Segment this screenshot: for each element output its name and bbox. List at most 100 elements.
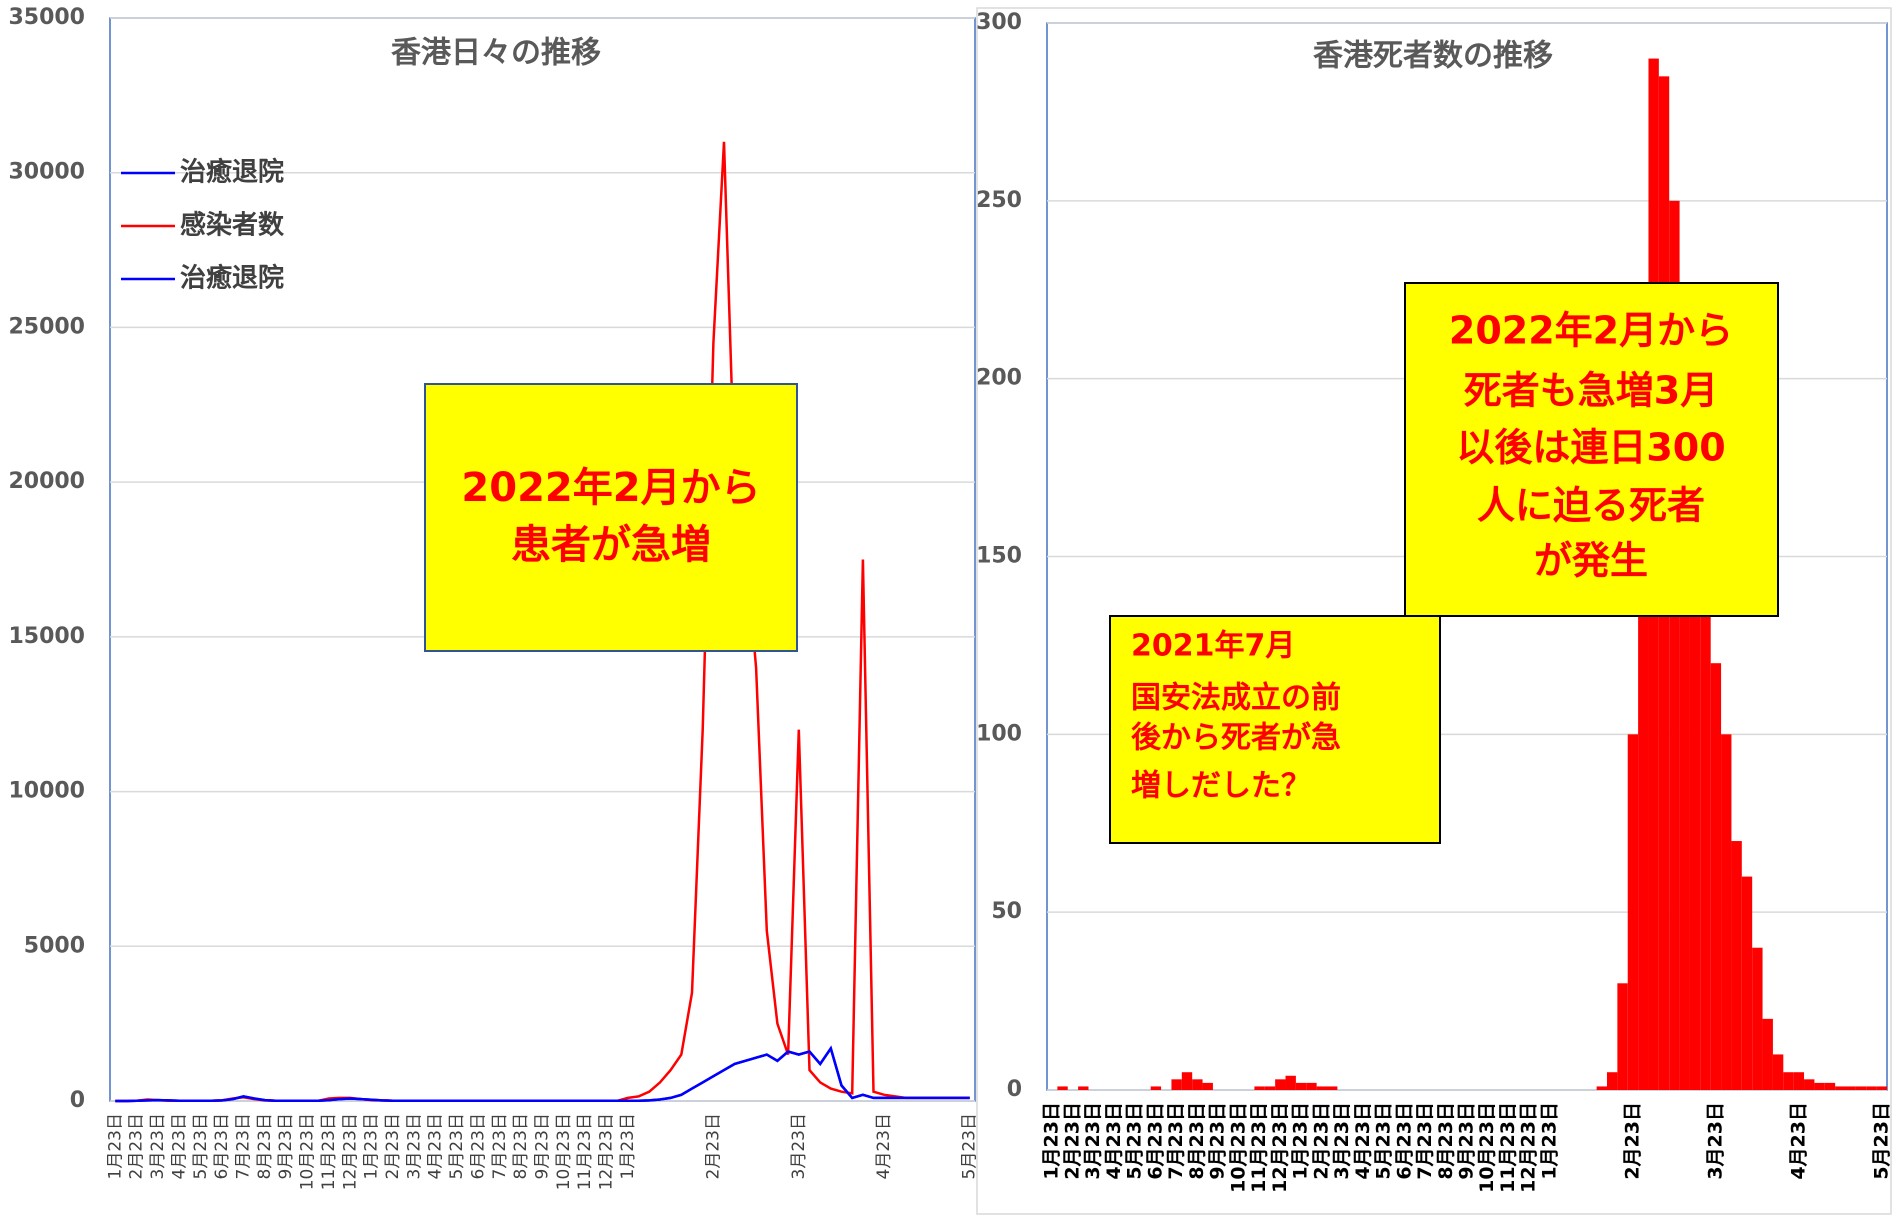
bar [1202, 1082, 1213, 1090]
x-tick-label: 10月23日 [554, 1113, 574, 1190]
x-tick-label: 9月23日 [1207, 1102, 1229, 1180]
x-tick-label: 2月23日 [1061, 1102, 1083, 1180]
y-tick-label: 10000 [8, 779, 85, 804]
x-tick-label: 9月23日 [276, 1113, 296, 1179]
x-tick-label: 3月23日 [1331, 1102, 1353, 1180]
x-tick-label: 2月23日 [127, 1113, 147, 1179]
bar [1181, 1072, 1193, 1090]
annotation-text: が発生 [1534, 539, 1648, 583]
y-tick-label: 5000 [24, 933, 85, 958]
bar [1752, 947, 1763, 1090]
bar [1741, 876, 1753, 1090]
bar [1607, 1072, 1618, 1090]
bar [1721, 734, 1732, 1090]
bar [1731, 841, 1742, 1090]
x-tick-label: 12月23日 [1269, 1102, 1291, 1193]
x-tick-label: 9月23日 [533, 1113, 553, 1179]
annotation-text: 人に迫る死者 [1477, 484, 1705, 528]
x-tick-label: 11月23日 [575, 1113, 595, 1190]
y-tick-label: 25000 [8, 314, 85, 339]
bar [1192, 1079, 1203, 1090]
y-tick-label: 200 [976, 366, 1022, 391]
y-tick-label: 300 [976, 10, 1022, 35]
y-tick-label: 15000 [8, 624, 85, 649]
x-tick-label: 12月23日 [1518, 1102, 1540, 1193]
x-tick-label: 11月23日 [1248, 1102, 1270, 1193]
bar [1171, 1079, 1182, 1090]
legend-label: 治癒退院 [180, 157, 284, 188]
x-tick-label: 10月23日 [1476, 1102, 1498, 1193]
annotation-text: 2022年2月から [1449, 309, 1733, 353]
y-tick-label: 100 [976, 721, 1022, 746]
bar [1679, 307, 1690, 1090]
bar [1710, 663, 1722, 1090]
y-tick-label: 150 [976, 544, 1022, 569]
bar [1762, 1018, 1773, 1090]
bar [1306, 1082, 1317, 1090]
x-tick-label: 7月23日 [490, 1113, 510, 1179]
bar [1327, 1086, 1338, 1090]
x-tick-label: 8月23日 [1435, 1102, 1457, 1180]
bar [1845, 1086, 1856, 1090]
annotation-box [1404, 282, 1779, 617]
legend-label: 感染者数 [180, 211, 285, 241]
x-tick-label: 5月23日 [447, 1113, 467, 1179]
right-frame [976, 7, 1892, 1215]
bar [1814, 1082, 1825, 1090]
x-tick-label: 5月23日 [191, 1113, 211, 1179]
y-tick-label: 0 [1007, 1077, 1022, 1102]
x-tick-label: 5月23日 [960, 1113, 980, 1179]
annotation-text: 2022年2月から [461, 465, 760, 511]
y-tick-label: 0 [70, 1088, 85, 1113]
x-tick-label: 3月23日 [1082, 1102, 1104, 1180]
series-line [115, 1045, 970, 1103]
bar [1876, 1086, 1887, 1090]
x-tick-label: 3月23日 [789, 1113, 809, 1179]
bar [1150, 1086, 1162, 1090]
x-tick-label: 2月23日 [1621, 1102, 1643, 1180]
x-tick-label: 6月23日 [212, 1113, 232, 1179]
x-tick-label: 2月23日 [703, 1113, 723, 1179]
x-tick-label: 12月23日 [340, 1113, 360, 1190]
y-tick-label: 20000 [8, 469, 85, 494]
bar [1275, 1079, 1286, 1090]
x-tick-label: 10月23日 [298, 1113, 318, 1190]
x-tick-label: 7月23日 [233, 1113, 253, 1179]
bar [1078, 1086, 1089, 1090]
bar [1783, 1072, 1794, 1090]
bar [1866, 1086, 1877, 1090]
bar [1669, 200, 1680, 1091]
x-tick-label: 6月23日 [1144, 1102, 1166, 1180]
chart-title: 香港死者数の推移 [1313, 39, 1553, 74]
bar [1700, 556, 1711, 1090]
bar [1295, 1082, 1307, 1090]
annotation-text: 2021年7月 [1131, 629, 1295, 664]
bar [1793, 1072, 1805, 1090]
x-tick-label: 12月23日 [597, 1113, 617, 1190]
x-tick-label: 5月23日 [1124, 1102, 1146, 1180]
bar [1689, 449, 1701, 1090]
x-tick-label: 5月23日 [1373, 1102, 1395, 1180]
bar [1254, 1086, 1265, 1090]
bar [1285, 1075, 1296, 1090]
x-tick-label: 8月23日 [1186, 1102, 1208, 1180]
x-tick-label: 1月23日 [1041, 1102, 1063, 1180]
x-tick-label: 1月23日 [1290, 1102, 1312, 1180]
y-tick-label: 50 [991, 899, 1022, 924]
x-tick-label: 2月23日 [1310, 1102, 1332, 1180]
x-tick-label: 4月23日 [1787, 1102, 1809, 1180]
x-tick-label: 4月23日 [426, 1113, 446, 1179]
annotation-text: 国安法成立の前 [1131, 681, 1341, 716]
y-tick-label: 250 [976, 188, 1022, 213]
bar [1627, 734, 1639, 1090]
y-tick-label: 30000 [8, 160, 85, 185]
x-tick-label: 4月23日 [1103, 1102, 1125, 1180]
x-tick-label: 8月23日 [511, 1113, 531, 1179]
annotation-text: 増しだした？ [1131, 769, 1311, 804]
x-tick-label: 7月23日 [1165, 1102, 1187, 1180]
x-tick-label: 2月23日 [383, 1113, 403, 1179]
x-tick-label: 6月23日 [468, 1113, 488, 1179]
series-line [115, 1045, 970, 1103]
annotation-text: 以後は連日300 [1456, 426, 1725, 470]
bar [1824, 1082, 1836, 1090]
